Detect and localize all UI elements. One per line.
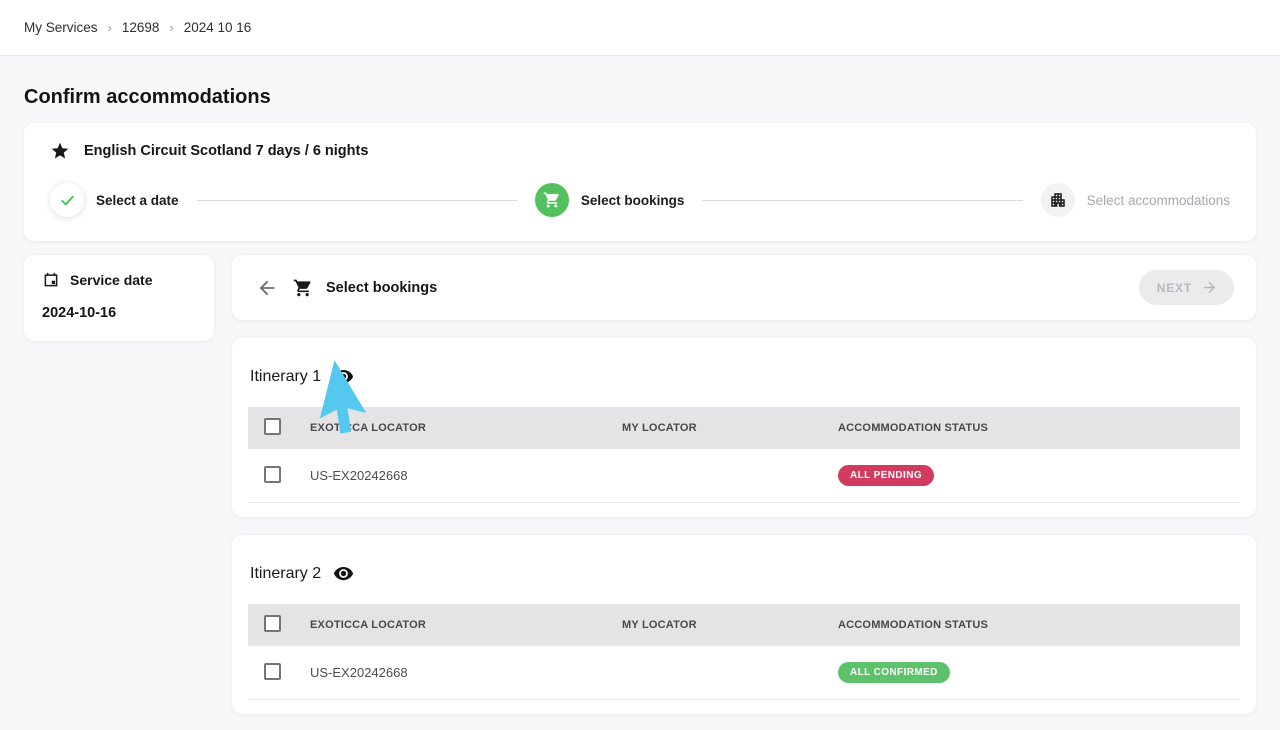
step-connector	[196, 199, 517, 201]
row-checkbox[interactable]	[264, 662, 281, 680]
star-icon	[51, 142, 69, 159]
breadcrumb-date[interactable]: 2024 10 16	[183, 20, 252, 35]
arrow-right-icon	[1203, 281, 1216, 294]
itinerary-card-1: Itinerary 1 EXOTICCA LOCATOR MY LOCATOR …	[232, 338, 1256, 517]
service-date-label: Service date	[70, 272, 153, 288]
step-select-a-date: Select a date	[50, 183, 179, 217]
column-header-exoticca-locator: EXOTICCA LOCATOR	[310, 422, 427, 434]
tour-card: English Circuit Scotland 7 days / 6 nigh…	[24, 123, 1256, 241]
cart-icon	[534, 183, 569, 217]
itinerary-card-2: Itinerary 2 EXOTICCA LOCATOR MY LOCATOR …	[232, 535, 1256, 714]
eye-icon	[334, 566, 354, 581]
status-badge: ALL CONFIRMED	[838, 662, 950, 683]
back-button[interactable]	[254, 275, 280, 301]
table-row: US-EX20242668 ALL CONFIRMED	[248, 646, 1240, 700]
cart-icon	[293, 279, 311, 296]
step-label: Select bookings	[580, 192, 685, 208]
row-checkbox[interactable]	[264, 465, 281, 483]
tour-name: English Circuit Scotland 7 days / 6 nigh…	[84, 143, 369, 159]
column-header-exoticca-locator: EXOTICCA LOCATOR	[310, 619, 427, 631]
breadcrumb-separator: ›	[107, 20, 112, 35]
view-itinerary-button[interactable]	[333, 563, 354, 584]
step-label: Select accommodations	[1086, 192, 1230, 208]
bookings-panel-header: Select bookings NEXT	[232, 255, 1256, 320]
next-button-label: NEXT	[1156, 280, 1192, 295]
select-all-checkbox[interactable]	[264, 418, 281, 435]
select-all-checkbox[interactable]	[264, 615, 281, 632]
next-button[interactable]: NEXT	[1138, 270, 1234, 305]
check-icon	[50, 183, 84, 217]
view-itinerary-button[interactable]	[333, 366, 354, 387]
service-date-card: Service date 2024-10-16	[24, 255, 214, 341]
calendar-icon	[44, 272, 58, 287]
status-badge: ALL PENDING	[838, 465, 934, 486]
arrow-left-icon	[259, 280, 275, 295]
column-header-accommodation-status: ACCOMMODATION STATUS	[838, 619, 989, 631]
step-select-accommodations: Select accommodations	[1040, 183, 1230, 217]
column-header-my-locator: MY LOCATOR	[622, 619, 697, 631]
itinerary-title: Itinerary 2	[250, 564, 322, 582]
table-header: EXOTICCA LOCATOR MY LOCATOR ACCOMMODATIO…	[248, 407, 1240, 449]
step-connector	[702, 199, 1023, 201]
eye-icon	[334, 369, 354, 384]
column-header-accommodation-status: ACCOMMODATION STATUS	[838, 422, 989, 434]
page-title: Confirm accommodations	[24, 86, 271, 108]
breadcrumb-service-id[interactable]: 12698	[121, 20, 160, 35]
itinerary-title: Itinerary 1	[250, 367, 322, 385]
top-bar: My Services › 12698 › 2024 10 16	[0, 0, 1280, 56]
panel-title: Select bookings	[326, 279, 438, 296]
building-icon	[1040, 183, 1075, 217]
cell-exoticca-locator: US-EX20242668	[310, 468, 408, 483]
step-select-bookings: Select bookings	[534, 183, 685, 217]
cell-exoticca-locator: US-EX20242668	[310, 665, 408, 680]
table-row: US-EX20242668 ALL PENDING	[248, 449, 1240, 503]
stepper: Select a date Select bookings Select	[50, 183, 1230, 217]
service-date-value: 2024-10-16	[42, 305, 117, 321]
table-header: EXOTICCA LOCATOR MY LOCATOR ACCOMMODATIO…	[248, 604, 1240, 646]
step-label: Select a date	[96, 192, 179, 208]
column-header-my-locator: MY LOCATOR	[622, 422, 697, 434]
breadcrumb: My Services › 12698 › 2024 10 16	[24, 20, 251, 35]
breadcrumb-separator: ›	[169, 20, 174, 35]
breadcrumb-my-services[interactable]: My Services	[24, 20, 98, 35]
